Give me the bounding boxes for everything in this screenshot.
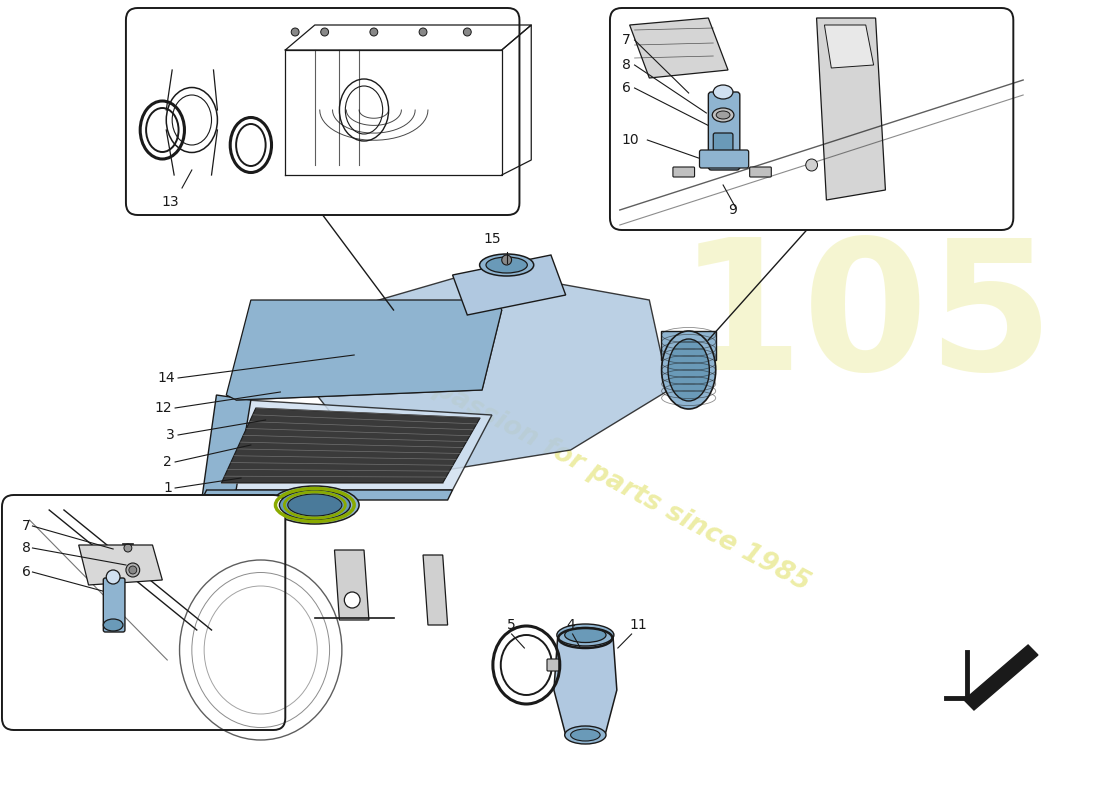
Ellipse shape <box>716 111 730 119</box>
FancyBboxPatch shape <box>713 133 733 157</box>
Ellipse shape <box>668 339 710 401</box>
FancyBboxPatch shape <box>700 150 749 168</box>
Polygon shape <box>964 645 1038 710</box>
Text: 13: 13 <box>162 195 179 209</box>
Text: 8: 8 <box>621 58 630 72</box>
FancyBboxPatch shape <box>750 167 771 177</box>
Text: 3: 3 <box>166 428 175 442</box>
Ellipse shape <box>486 257 527 273</box>
Text: 11: 11 <box>629 618 648 632</box>
Text: 14: 14 <box>157 371 175 385</box>
Circle shape <box>292 28 299 36</box>
FancyBboxPatch shape <box>708 92 740 170</box>
Text: 8: 8 <box>22 541 31 555</box>
Polygon shape <box>79 545 163 585</box>
Circle shape <box>107 570 120 584</box>
Text: 6: 6 <box>621 81 630 95</box>
Text: 4: 4 <box>566 618 575 632</box>
Text: 10: 10 <box>621 133 639 147</box>
FancyBboxPatch shape <box>2 495 285 730</box>
Ellipse shape <box>564 627 606 642</box>
Polygon shape <box>227 300 502 400</box>
Text: 1: 1 <box>163 481 173 495</box>
Ellipse shape <box>288 494 342 516</box>
Circle shape <box>370 28 377 36</box>
Polygon shape <box>452 255 565 315</box>
Circle shape <box>124 544 132 552</box>
Polygon shape <box>424 555 448 625</box>
Circle shape <box>129 566 136 574</box>
Circle shape <box>125 563 140 577</box>
Text: 12: 12 <box>154 401 173 415</box>
Polygon shape <box>207 400 492 490</box>
FancyBboxPatch shape <box>547 659 559 671</box>
Text: 105: 105 <box>678 232 1054 408</box>
Circle shape <box>321 28 329 36</box>
Text: a passion for parts since 1985: a passion for parts since 1985 <box>406 363 814 597</box>
FancyBboxPatch shape <box>673 167 694 177</box>
Polygon shape <box>221 408 480 483</box>
Text: 2: 2 <box>164 455 173 469</box>
Circle shape <box>805 159 817 171</box>
Ellipse shape <box>271 486 359 524</box>
Ellipse shape <box>713 85 733 99</box>
Polygon shape <box>201 395 251 500</box>
Text: 15: 15 <box>483 232 500 246</box>
Text: 9: 9 <box>728 203 737 217</box>
Circle shape <box>344 592 360 608</box>
Text: 7: 7 <box>22 519 31 533</box>
FancyBboxPatch shape <box>125 8 519 215</box>
Circle shape <box>502 255 512 265</box>
Polygon shape <box>554 635 617 735</box>
Text: 6: 6 <box>22 565 31 579</box>
Polygon shape <box>201 490 452 500</box>
Text: 7: 7 <box>621 33 630 47</box>
Ellipse shape <box>571 729 601 741</box>
Polygon shape <box>305 270 669 480</box>
FancyBboxPatch shape <box>610 8 1013 230</box>
Ellipse shape <box>564 726 606 744</box>
Ellipse shape <box>713 108 734 122</box>
Polygon shape <box>824 25 873 68</box>
Polygon shape <box>334 550 368 620</box>
Ellipse shape <box>103 619 123 631</box>
Polygon shape <box>661 331 716 360</box>
Circle shape <box>419 28 427 36</box>
FancyBboxPatch shape <box>103 578 125 632</box>
Circle shape <box>463 28 471 36</box>
Polygon shape <box>816 18 886 200</box>
Polygon shape <box>629 18 728 78</box>
Ellipse shape <box>480 254 534 276</box>
Ellipse shape <box>279 490 350 520</box>
Ellipse shape <box>661 331 716 409</box>
Text: 5: 5 <box>507 618 516 632</box>
Ellipse shape <box>557 624 614 646</box>
Polygon shape <box>236 310 502 400</box>
